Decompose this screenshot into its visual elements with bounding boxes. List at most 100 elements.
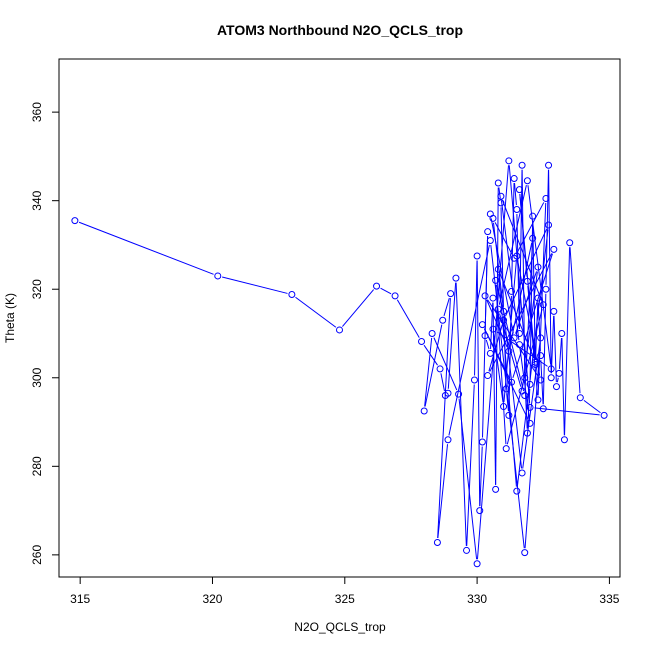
series-segment — [78, 221, 214, 275]
series-lines — [78, 165, 601, 560]
series-segment — [553, 315, 557, 383]
series-segment — [458, 398, 478, 560]
series-segment — [448, 244, 490, 436]
data-point — [489, 325, 497, 333]
y-axis-label: Theta (K) — [3, 293, 17, 343]
series-segment — [516, 229, 549, 487]
data-point — [531, 360, 539, 368]
x-tick-label: 335 — [599, 592, 619, 606]
data-point — [529, 234, 537, 242]
data-point — [515, 329, 523, 337]
series-segment — [515, 271, 538, 334]
data-point — [523, 429, 531, 437]
data-point — [547, 365, 555, 373]
data-point — [444, 389, 452, 397]
series-segment — [569, 247, 581, 394]
series-segment — [447, 282, 457, 389]
series-segment — [508, 295, 512, 411]
data-point — [518, 161, 526, 169]
data-point — [71, 217, 79, 225]
series-segment — [506, 393, 509, 411]
series-segment — [440, 373, 445, 392]
data-point — [523, 277, 531, 285]
data-point — [391, 292, 399, 300]
series-segment — [522, 271, 538, 387]
data-point — [476, 507, 484, 515]
series-segment — [564, 247, 571, 436]
data-point — [484, 372, 492, 380]
series-segment — [548, 169, 552, 374]
data-point — [537, 352, 545, 360]
series-segment — [486, 299, 508, 348]
data-point — [560, 436, 568, 444]
data-point — [542, 194, 550, 202]
data-point — [521, 391, 529, 399]
x-tick-label: 320 — [202, 592, 222, 606]
data-point — [492, 485, 500, 493]
data-point — [534, 294, 542, 302]
data-point — [433, 538, 441, 546]
series-segment — [495, 187, 499, 485]
series-segment — [380, 287, 392, 295]
data-point — [545, 221, 553, 229]
series-segment — [512, 253, 553, 379]
data-point — [521, 374, 529, 382]
series-segment — [295, 296, 337, 328]
data-point — [505, 411, 513, 419]
data-point — [550, 307, 558, 315]
series-segment — [466, 384, 475, 546]
data-point — [505, 157, 513, 165]
series-segment — [506, 308, 543, 445]
series-segment — [494, 222, 513, 255]
series-segment — [503, 260, 517, 403]
data-point — [552, 383, 560, 391]
data-point — [518, 469, 526, 477]
series-segment — [342, 289, 375, 327]
series-segment — [519, 348, 530, 419]
series-segment — [493, 333, 504, 403]
series-segment — [424, 337, 433, 407]
series-segment — [583, 399, 601, 414]
series-segment — [222, 276, 288, 294]
data-point — [478, 321, 486, 329]
data-point — [494, 305, 502, 313]
series-segment — [527, 185, 552, 365]
series-segment — [423, 344, 438, 366]
data-point — [510, 334, 518, 342]
data-point — [502, 445, 510, 453]
data-point — [513, 252, 521, 260]
data-point — [500, 403, 508, 411]
data-point — [500, 316, 508, 324]
series-segment — [443, 297, 450, 317]
data-point — [494, 265, 502, 273]
data-point — [481, 292, 489, 300]
series-segment — [492, 222, 523, 469]
chart-title: ATOM3 Northbound N2O_QCLS_trop — [217, 22, 463, 38]
series-segment — [517, 260, 541, 376]
data-point — [529, 212, 537, 220]
data-point — [447, 290, 455, 298]
x-tick-label: 315 — [70, 592, 90, 606]
data-point — [515, 341, 523, 349]
series-segment — [484, 236, 489, 332]
data-point — [508, 287, 516, 295]
x-axis: 315 320 325 330 335 — [70, 577, 620, 606]
y-tick-label: 340 — [30, 190, 44, 210]
data-point — [336, 326, 343, 334]
data-point — [555, 369, 563, 377]
data-point — [444, 436, 452, 444]
series-segment — [496, 331, 548, 367]
data-point — [489, 214, 497, 222]
series-segment — [498, 187, 501, 199]
data-point — [481, 332, 489, 340]
data-point — [513, 487, 521, 495]
data-point — [288, 291, 296, 299]
data-point — [537, 376, 545, 384]
data-point — [539, 301, 547, 309]
series-segment — [502, 200, 543, 301]
data-point — [531, 358, 539, 366]
data-point — [526, 380, 534, 388]
data-point — [523, 177, 531, 185]
series-segment — [492, 302, 497, 485]
